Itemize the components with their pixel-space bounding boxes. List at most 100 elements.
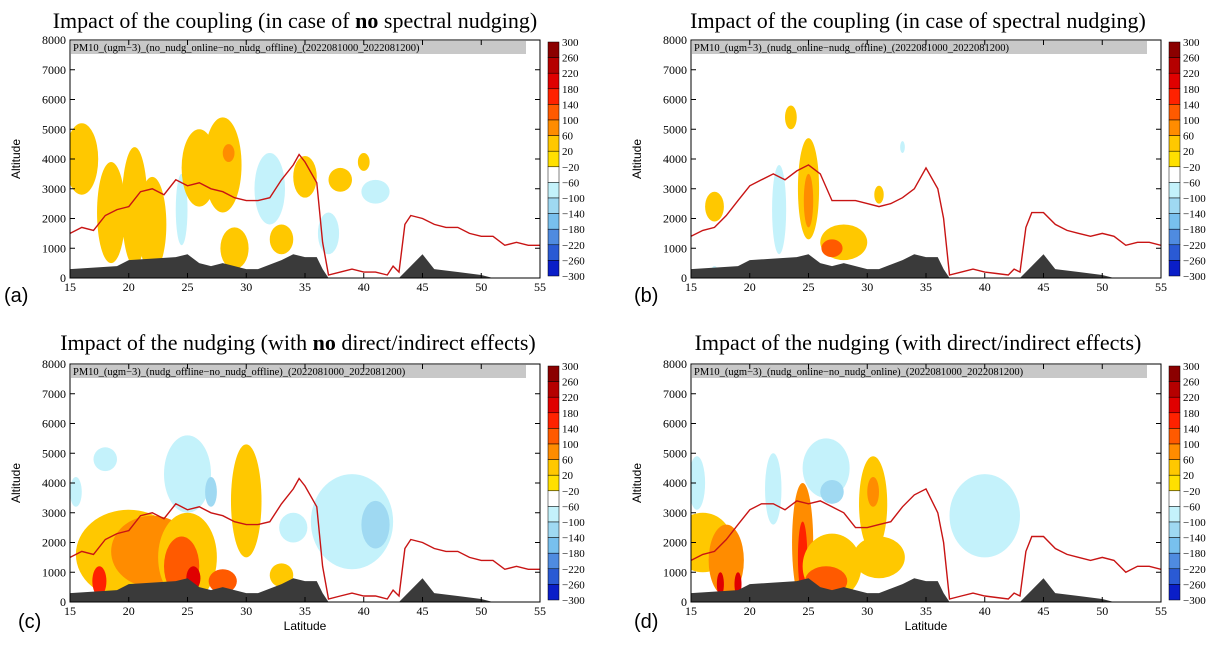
- panel-subtitle: PM10_(ugm−3)_(nudg_offline−no_nudg_offli…: [73, 367, 406, 378]
- panel-title: Impact of the coupling (in case of no sp…: [53, 8, 538, 33]
- pm10-anomaly-11: [328, 167, 352, 192]
- panel-c: Impact of the nudging (with no direct/in…: [9, 330, 585, 633]
- colorbar-label: 100: [562, 115, 579, 127]
- y-tick-label: 4000: [663, 476, 687, 490]
- panel-title-part: Impact of the coupling (in case of spect…: [690, 8, 1146, 33]
- colorbar-label: 60: [1183, 131, 1195, 143]
- x-tick-label: 15: [64, 280, 76, 294]
- pm10-anomaly-0: [70, 123, 99, 195]
- y-tick-label: 6000: [42, 417, 66, 431]
- x-tick-label: 55: [534, 280, 546, 294]
- colorbar-label: −100: [562, 193, 585, 205]
- colorbar-label: 20: [562, 146, 574, 158]
- y-tick-label: 0: [681, 271, 687, 285]
- colorbar-label: 180: [562, 408, 579, 420]
- panel-b: Impact of the coupling (in case of spect…: [630, 8, 1206, 307]
- colorbar-label: 300: [1183, 361, 1200, 373]
- x-tick-label: 40: [979, 280, 991, 294]
- pm10-anomaly-12: [357, 153, 370, 171]
- x-tick-label: 35: [299, 280, 311, 294]
- colorbar-label: −300: [1183, 595, 1206, 607]
- colorbar-band: [547, 88, 560, 105]
- x-tick-label: 45: [1038, 280, 1050, 294]
- y-tick-label: 8000: [42, 33, 66, 47]
- colorbar-band: [1168, 474, 1181, 492]
- colorbar-label: 180: [1183, 408, 1200, 420]
- colorbar-label: −300: [562, 595, 585, 607]
- colorbar-band: [1168, 88, 1181, 105]
- panel-title-part: spectral nudging): [378, 8, 537, 33]
- colorbar-label: −60: [1183, 501, 1201, 513]
- pm10-anomaly-15: [853, 536, 905, 579]
- colorbar-band: [1168, 119, 1181, 136]
- colorbar-band: [1168, 568, 1181, 585]
- panel-subtitle: PM10_(ugm−3)_(nudg_online−no_nudg_online…: [694, 367, 1024, 378]
- colorbar-band: [1168, 72, 1181, 90]
- colorbar-band: [547, 197, 560, 214]
- colorbar-band: [1168, 182, 1181, 199]
- panel-title-part: Impact of the coupling (in case of: [53, 8, 355, 33]
- pm10-anomaly-13: [92, 566, 107, 597]
- colorbar-label: −60: [1183, 177, 1201, 189]
- x-tick-label: 20: [123, 280, 135, 294]
- y-tick-label: 4000: [663, 152, 687, 166]
- colorbar-label: −220: [562, 240, 585, 252]
- colorbar-band: [547, 552, 560, 570]
- colorbar-label: 20: [1183, 146, 1195, 158]
- subtitle-box: [692, 41, 1147, 54]
- panel-label: (b): [634, 285, 658, 307]
- colorbar-band: [547, 228, 560, 246]
- colorbar-band: [547, 104, 560, 121]
- panel-title-part: Impact of the nudging (with direct/indir…: [695, 330, 1142, 355]
- colorbar-label: 260: [1183, 377, 1200, 389]
- colorbar-band: [1168, 490, 1181, 507]
- boundary-layer-line: [70, 153, 540, 276]
- y-tick-label: 2000: [42, 212, 66, 226]
- pm10-anomaly-1: [765, 453, 782, 525]
- y-tick-label: 6000: [663, 417, 687, 431]
- colorbar-label: 220: [1183, 392, 1200, 404]
- pm10-anomaly-3: [205, 477, 217, 507]
- colorbar-label: 140: [562, 423, 579, 435]
- colorbar-band: [547, 213, 560, 230]
- panel-subtitle: PM10_(ugm−3)_(nudg_online−nudg_offline)_…: [694, 43, 1009, 54]
- colorbar-band: [547, 166, 560, 183]
- colorbar-label: −20: [1183, 162, 1201, 174]
- colorbar-label: 100: [1183, 115, 1200, 127]
- y-tick-label: 1000: [663, 241, 687, 255]
- colorbar-band: [1168, 428, 1181, 445]
- colorbar-band: [1168, 537, 1181, 554]
- colorbar-band: [547, 182, 560, 199]
- x-tick-label: 20: [744, 280, 756, 294]
- y-tick-label: 3000: [42, 506, 66, 520]
- colorbar-band: [1168, 506, 1181, 523]
- colorbar-label: −180: [1183, 224, 1206, 236]
- colorbar-label: 140: [1183, 99, 1200, 111]
- pm10-anomaly-5: [361, 500, 390, 549]
- pm10-anomaly-7: [222, 144, 235, 162]
- colorbar-band: [1168, 150, 1181, 168]
- colorbar-band: [547, 428, 560, 445]
- x-tick-label: 55: [1155, 280, 1167, 294]
- boundary-layer-line: [691, 164, 1161, 276]
- x-tick-label: 25: [803, 280, 815, 294]
- panel-label: (d): [634, 611, 658, 633]
- colorbar-band: [1168, 197, 1181, 214]
- y-tick-label: 8000: [663, 357, 687, 371]
- colorbar-label: −60: [562, 177, 580, 189]
- panel-title: Impact of the nudging (with no direct/in…: [60, 330, 536, 355]
- y-tick-label: 4000: [42, 476, 66, 490]
- x-tick-label: 20: [123, 604, 135, 618]
- panel-title-part: Impact of the nudging (with: [60, 330, 312, 355]
- x-tick-label: 35: [920, 280, 932, 294]
- y-tick-label: 5000: [663, 446, 687, 460]
- colorbar-band: [1168, 166, 1181, 183]
- colorbar-band: [547, 506, 560, 523]
- colorbar-band: [1168, 365, 1181, 382]
- colorbar-label: 260: [562, 53, 579, 65]
- x-tick-label: 25: [803, 604, 815, 618]
- y-tick-label: 1000: [42, 241, 66, 255]
- colorbar-label: 300: [1183, 37, 1200, 49]
- x-tick-label: 50: [475, 280, 487, 294]
- x-tick-label: 30: [861, 280, 873, 294]
